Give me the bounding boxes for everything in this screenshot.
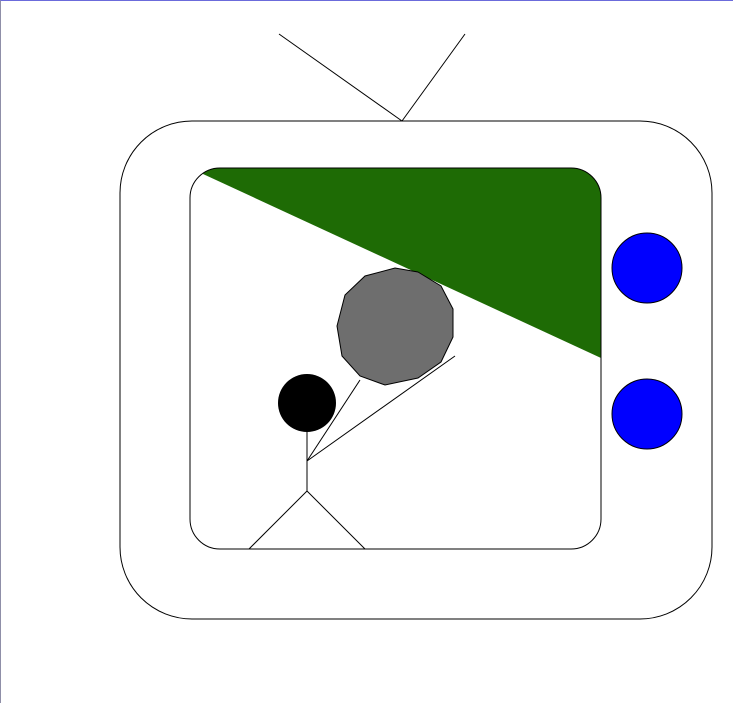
- boulder-shape: [336, 267, 454, 386]
- figure-head: [278, 374, 336, 432]
- tv-screen: [189, 167, 602, 550]
- knob-bottom-icon: [611, 378, 683, 450]
- tv-screen-content: [190, 168, 601, 549]
- knob-top-icon: [611, 232, 683, 304]
- hill-shape: [190, 168, 601, 358]
- stick-figure-icon: [248, 355, 456, 549]
- antenna-icon: [278, 33, 466, 122]
